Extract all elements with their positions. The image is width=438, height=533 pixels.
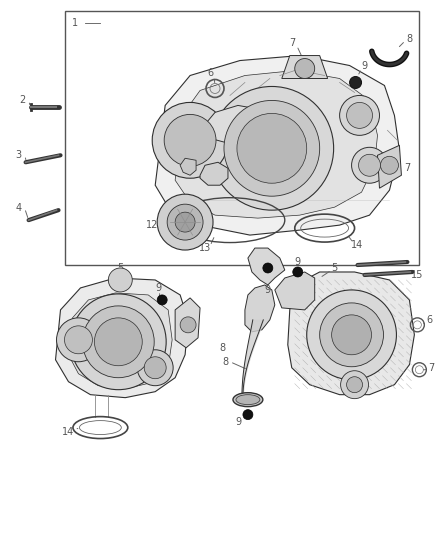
Circle shape xyxy=(307,290,396,379)
Circle shape xyxy=(175,212,195,232)
Circle shape xyxy=(167,204,203,240)
Text: 14: 14 xyxy=(62,426,74,437)
Text: 5: 5 xyxy=(117,263,124,273)
Circle shape xyxy=(352,147,388,183)
Circle shape xyxy=(243,410,253,419)
Text: 3: 3 xyxy=(16,150,22,160)
Circle shape xyxy=(295,59,314,78)
Polygon shape xyxy=(275,272,314,310)
Polygon shape xyxy=(288,272,414,394)
Circle shape xyxy=(82,306,154,378)
Text: 5: 5 xyxy=(245,114,251,123)
Bar xyxy=(66,11,419,265)
Polygon shape xyxy=(155,55,399,235)
Text: 1: 1 xyxy=(72,18,78,28)
Circle shape xyxy=(320,303,384,367)
Polygon shape xyxy=(378,146,401,188)
Polygon shape xyxy=(68,293,172,387)
Circle shape xyxy=(108,268,132,292)
Circle shape xyxy=(350,77,361,88)
Text: 7: 7 xyxy=(290,38,296,47)
Circle shape xyxy=(341,371,368,399)
Text: 9: 9 xyxy=(295,257,301,267)
Text: 7: 7 xyxy=(404,163,410,173)
Text: 6: 6 xyxy=(207,68,213,77)
Polygon shape xyxy=(175,298,200,348)
Circle shape xyxy=(180,317,196,333)
Text: 4: 4 xyxy=(16,203,22,213)
Circle shape xyxy=(263,263,273,273)
Text: 10: 10 xyxy=(196,155,208,165)
Circle shape xyxy=(64,326,92,354)
Circle shape xyxy=(359,154,381,176)
Circle shape xyxy=(164,115,216,166)
Circle shape xyxy=(210,86,334,210)
Circle shape xyxy=(57,318,100,362)
Circle shape xyxy=(346,377,363,393)
Polygon shape xyxy=(56,278,188,398)
Circle shape xyxy=(95,318,142,366)
Text: 13: 13 xyxy=(199,243,211,253)
Circle shape xyxy=(339,95,379,135)
Text: 8: 8 xyxy=(406,34,413,44)
Text: 2: 2 xyxy=(20,95,26,106)
Text: 9: 9 xyxy=(155,283,161,293)
Text: 8: 8 xyxy=(222,357,228,367)
Text: 12: 12 xyxy=(146,220,159,230)
Circle shape xyxy=(237,114,307,183)
Circle shape xyxy=(144,357,166,379)
Text: 8: 8 xyxy=(219,343,225,353)
Polygon shape xyxy=(180,158,196,175)
Circle shape xyxy=(290,275,310,295)
Circle shape xyxy=(137,350,173,386)
Polygon shape xyxy=(175,70,378,218)
Circle shape xyxy=(157,194,213,250)
Polygon shape xyxy=(200,162,228,185)
Text: 9: 9 xyxy=(361,61,367,70)
Text: 6: 6 xyxy=(426,315,432,325)
Circle shape xyxy=(332,315,371,355)
Text: 7: 7 xyxy=(428,363,434,373)
Circle shape xyxy=(346,102,372,128)
Text: 15: 15 xyxy=(411,270,424,280)
Text: 9: 9 xyxy=(265,285,271,295)
Polygon shape xyxy=(245,285,275,332)
Ellipse shape xyxy=(236,394,260,405)
Ellipse shape xyxy=(233,393,263,407)
Text: 9: 9 xyxy=(235,417,241,426)
Circle shape xyxy=(381,156,399,174)
Circle shape xyxy=(157,295,167,305)
Circle shape xyxy=(71,294,166,390)
Circle shape xyxy=(152,102,228,178)
Circle shape xyxy=(224,100,320,196)
Text: 14: 14 xyxy=(351,240,364,250)
Polygon shape xyxy=(282,55,328,78)
Polygon shape xyxy=(248,248,285,285)
Circle shape xyxy=(293,267,303,277)
Text: 11: 11 xyxy=(172,143,184,154)
Polygon shape xyxy=(200,106,262,142)
Text: 5: 5 xyxy=(332,263,338,273)
